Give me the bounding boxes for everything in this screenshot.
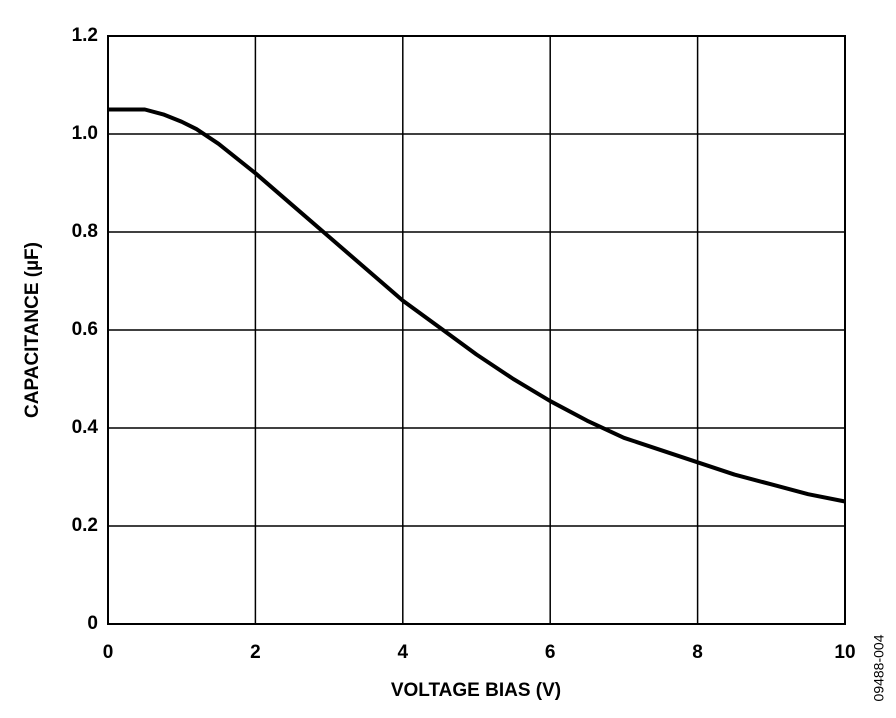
- x-tick-label: 10: [834, 642, 855, 663]
- x-tick-label: 2: [250, 642, 261, 663]
- y-tick-label: 0: [87, 613, 98, 634]
- figure-id: 09488-004: [871, 634, 887, 701]
- x-tick-label: 4: [398, 642, 409, 663]
- y-tick-label: 0.8: [72, 221, 98, 242]
- y-tick-label: 0.4: [72, 417, 99, 438]
- x-tick-label: 0: [103, 642, 114, 663]
- x-tick-label: 6: [545, 642, 556, 663]
- data-line: [108, 107, 846, 504]
- y-tick-label: 0.2: [72, 515, 98, 536]
- plot-frame: [107, 35, 846, 625]
- y-axis-label: CAPACITANCE (µF): [22, 242, 43, 418]
- y-tick-label: 0.6: [72, 319, 98, 340]
- x-axis-label: VOLTAGE BIAS (V): [391, 680, 561, 701]
- x-tick-label: 8: [692, 642, 703, 663]
- y-tick-label: 1.2: [72, 25, 98, 46]
- y-tick-label: 1.0: [72, 123, 98, 144]
